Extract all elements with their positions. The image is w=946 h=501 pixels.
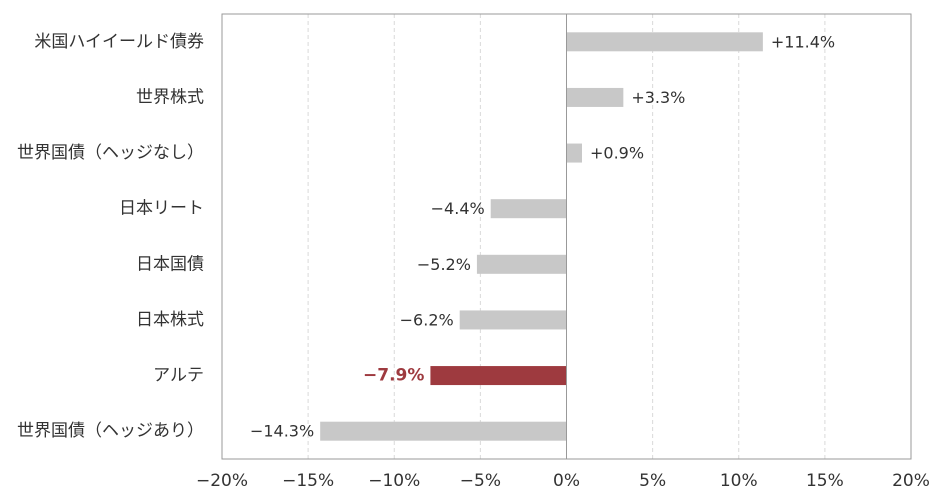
category-label: 米国ハイイールド債券 xyxy=(34,32,204,52)
data-label: −14.3% xyxy=(250,422,314,441)
bar xyxy=(476,254,567,274)
data-label: −6.2% xyxy=(400,310,454,329)
data-label: −4.4% xyxy=(431,199,485,218)
axes xyxy=(221,13,912,460)
bar xyxy=(430,366,567,386)
x-tick-label: 10% xyxy=(720,471,758,491)
data-label: +11.4% xyxy=(771,32,835,51)
x-tick-label: −10% xyxy=(368,471,420,491)
data-label: −5.2% xyxy=(417,255,471,274)
x-tick-label: 20% xyxy=(892,471,930,491)
data-label: +3.3% xyxy=(631,88,685,107)
category-label: 世界株式 xyxy=(136,87,204,107)
labels: 米国ハイイールド債券 +11.4% 世界株式 +3.3% 世界国債（ヘッジなし） +0.9… xyxy=(17,32,930,491)
x-tick-label: 5% xyxy=(639,471,666,491)
bar xyxy=(566,143,583,163)
x-tick-label: 15% xyxy=(806,471,844,491)
bar xyxy=(566,87,624,107)
x-tick-label: −15% xyxy=(282,471,334,491)
x-tick-label: −5% xyxy=(460,471,501,491)
bars xyxy=(320,32,763,441)
bar xyxy=(459,310,567,330)
data-label: +0.9% xyxy=(590,144,644,163)
x-tick-label: 0% xyxy=(553,471,580,491)
category-label: 世界国債（ヘッジあり） xyxy=(17,421,204,441)
x-tick-label: −20% xyxy=(196,471,248,491)
category-label: アルテ xyxy=(153,366,204,386)
bar xyxy=(320,421,567,441)
data-label: −7.9% xyxy=(363,366,424,386)
bar xyxy=(490,199,567,219)
category-label: 日本国債 xyxy=(136,254,204,274)
category-label: 世界国債（ヘッジなし） xyxy=(17,143,204,163)
category-label: 日本株式 xyxy=(136,310,204,330)
category-label: 日本リート xyxy=(119,199,204,219)
bar xyxy=(566,32,763,52)
